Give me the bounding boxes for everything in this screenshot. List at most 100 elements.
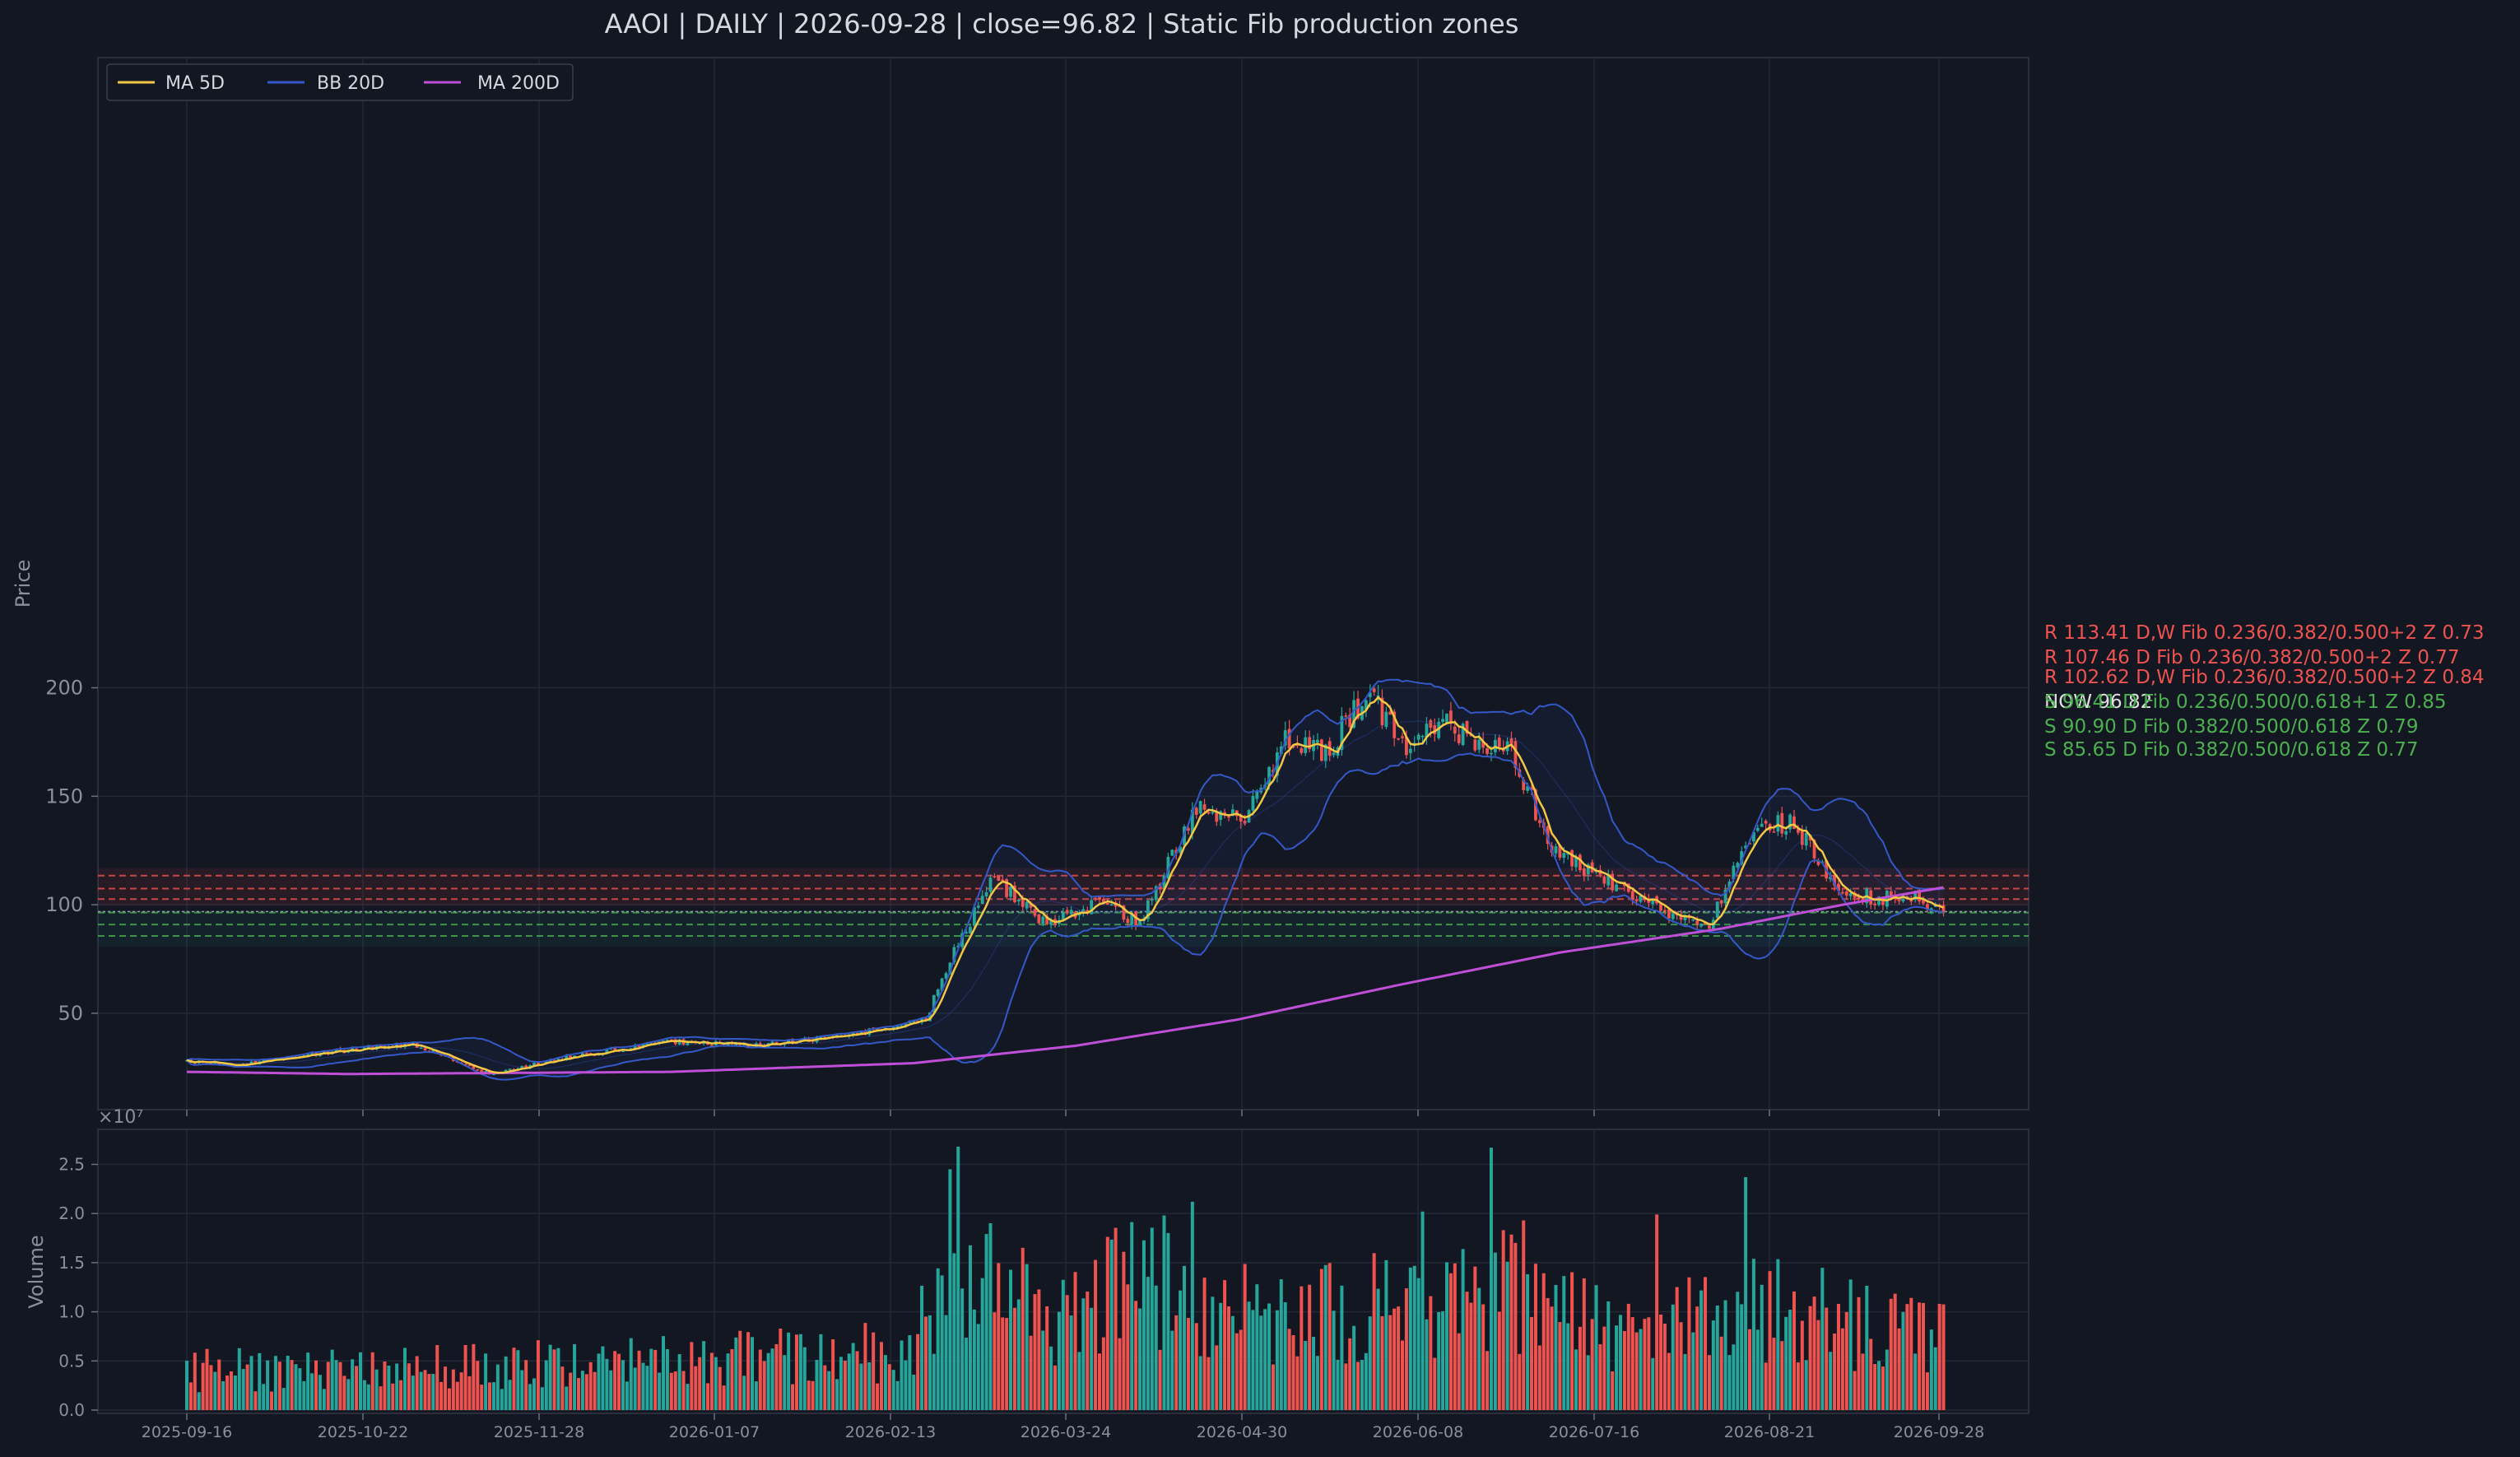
candle-body — [314, 1051, 318, 1056]
volume-bar — [637, 1350, 641, 1410]
volume-bar — [621, 1360, 625, 1410]
volume-bar — [488, 1382, 492, 1410]
candle-body — [1570, 850, 1574, 867]
volume-bar — [1376, 1288, 1380, 1410]
volume-bar — [1198, 1356, 1202, 1410]
candle-body — [1025, 901, 1029, 909]
candle-body — [524, 1065, 528, 1068]
volume-bar — [1473, 1266, 1477, 1410]
candle-body — [1913, 891, 1918, 901]
candle-body — [1049, 920, 1053, 925]
candle-body — [1166, 856, 1170, 879]
price-tick-label: 150 — [45, 784, 83, 808]
volume-bar — [876, 1383, 880, 1410]
volume-bar — [1291, 1335, 1295, 1410]
volume-bar — [423, 1370, 427, 1410]
volume-bar — [342, 1376, 346, 1410]
volume-bar — [1146, 1277, 1150, 1410]
candle-body — [965, 932, 968, 933]
volume-bar — [1215, 1345, 1219, 1410]
candle-body — [1816, 860, 1820, 865]
volume-bar — [1877, 1361, 1881, 1410]
volume-bar — [584, 1374, 588, 1410]
candle-body — [1037, 914, 1041, 924]
candle-body — [1295, 744, 1300, 747]
volume-bar — [221, 1380, 225, 1410]
volume-bar — [1820, 1268, 1825, 1410]
volume-bar — [1465, 1292, 1469, 1410]
volume-bar — [1045, 1306, 1049, 1410]
volume-bar — [1340, 1285, 1344, 1410]
volume-bar — [1760, 1284, 1764, 1410]
volume-bar — [714, 1357, 718, 1410]
volume-bar — [1094, 1259, 1098, 1410]
volume-bar — [1865, 1286, 1869, 1410]
volume-bar — [444, 1366, 448, 1410]
volume-bar — [1287, 1329, 1291, 1410]
volume-bar — [694, 1366, 698, 1410]
volume-bar — [1401, 1340, 1405, 1410]
candle-body — [1198, 801, 1202, 814]
candle-body — [1267, 766, 1271, 785]
candle-body — [1481, 741, 1485, 748]
volume-bar — [1319, 1268, 1323, 1410]
volume-bar — [1300, 1286, 1304, 1410]
candle-body — [1323, 744, 1327, 761]
volume-bar — [855, 1351, 859, 1410]
candle-body — [1708, 925, 1711, 929]
volume-bar — [1481, 1304, 1485, 1410]
volume-axis-label: Volume — [25, 1235, 48, 1308]
volume-bar — [1630, 1317, 1634, 1410]
candle-body — [895, 1026, 900, 1028]
volume-bar — [1922, 1302, 1926, 1410]
volume-bar — [1348, 1338, 1352, 1410]
candle-body — [1736, 863, 1740, 868]
volume-bar — [532, 1378, 537, 1410]
volume-bar — [779, 1329, 783, 1410]
volume-bar — [653, 1349, 658, 1410]
volume-bar — [1679, 1322, 1683, 1410]
volume-bar — [1179, 1290, 1183, 1410]
candle-body — [1477, 739, 1481, 750]
volume-bar — [1671, 1304, 1675, 1410]
candle-body — [1340, 715, 1344, 751]
volume-bar — [225, 1376, 230, 1410]
volume-bar — [560, 1366, 565, 1410]
candle-body — [1029, 902, 1033, 908]
volume-bar — [431, 1374, 435, 1410]
volume-bar — [472, 1343, 476, 1410]
candle-body — [472, 1064, 476, 1069]
volume-bar — [1586, 1355, 1590, 1410]
volume-bar — [1433, 1357, 1437, 1410]
candle-body — [645, 1043, 649, 1045]
volume-bar — [1840, 1328, 1844, 1410]
candle-body — [1848, 893, 1853, 896]
price-y-ticks: 50 100 150 200 — [45, 677, 98, 1025]
volume-bar — [1509, 1234, 1513, 1410]
volume-bar — [956, 1147, 960, 1410]
volume-bar — [722, 1385, 726, 1410]
candle-body — [1941, 905, 1946, 912]
volume-bar — [1562, 1276, 1566, 1410]
volume-bar — [1812, 1296, 1816, 1410]
candle-body — [1513, 741, 1518, 768]
volume-bar — [1639, 1329, 1643, 1410]
candle-body — [621, 1050, 625, 1053]
bb-upper-line — [186, 678, 1944, 1064]
volume-bar — [580, 1371, 584, 1410]
candle-body — [249, 1061, 253, 1064]
candle-body — [480, 1069, 484, 1073]
volume-bar — [1207, 1357, 1211, 1410]
volume-bar — [1130, 1222, 1134, 1410]
volume-bar — [241, 1369, 245, 1410]
volume-bar — [1816, 1320, 1820, 1410]
candle-body — [823, 1036, 827, 1039]
price-tick-label: 50 — [58, 1002, 83, 1025]
volume-bar — [932, 1353, 936, 1410]
candle-body — [399, 1042, 402, 1047]
candle-body — [1380, 697, 1384, 725]
volume-bar — [1372, 1253, 1376, 1410]
volume-bar — [662, 1336, 666, 1410]
candle-body — [431, 1050, 435, 1052]
volume-tick-label: 0.5 — [58, 1351, 85, 1371]
